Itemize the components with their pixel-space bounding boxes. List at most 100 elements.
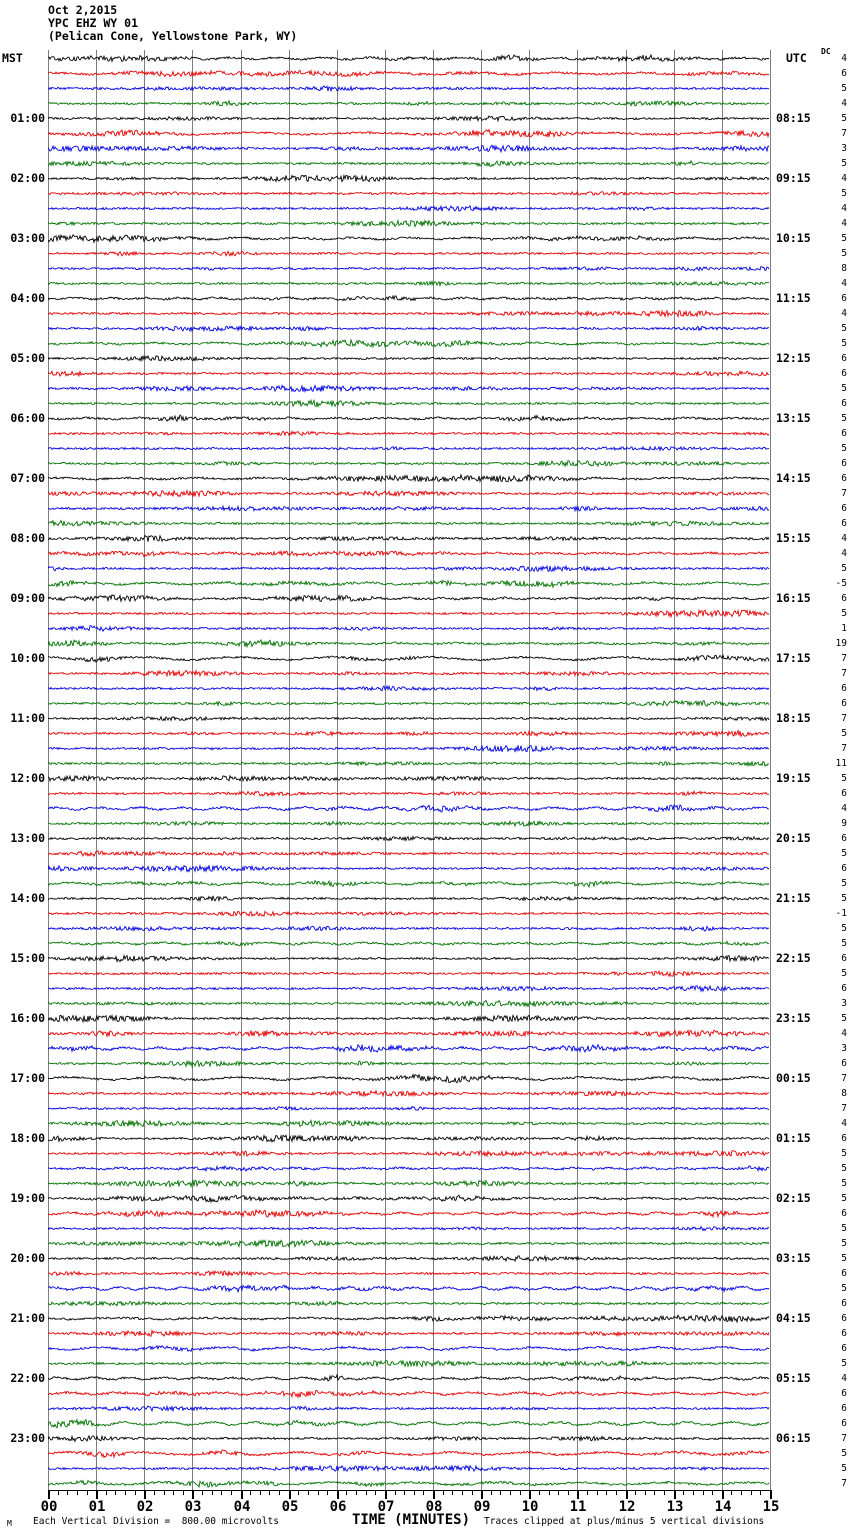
dc-offset-value: 7 xyxy=(841,488,847,499)
seismogram-trace-line xyxy=(48,1089,769,1098)
x-minor-tick xyxy=(731,1490,732,1495)
x-minor-tick xyxy=(549,1490,550,1495)
x-major-tick xyxy=(385,1490,387,1499)
seismogram-trace-line xyxy=(48,1178,770,1189)
dc-offset-value: 5 xyxy=(841,1193,847,1204)
x-minor-tick xyxy=(741,1490,742,1495)
seismogram-trace-line xyxy=(48,1059,769,1069)
seismogram-trace-line xyxy=(48,68,770,78)
dc-offset-value: 4 xyxy=(841,53,847,64)
utc-quarter-label: 20:15 xyxy=(776,831,811,845)
seismogram-trace-line xyxy=(48,804,770,813)
minute-tick-label: 12 xyxy=(618,1499,636,1515)
seismogram-trace-line xyxy=(48,1238,770,1249)
seismogram-trace-line xyxy=(48,744,769,753)
seismogram-trace-line xyxy=(48,99,770,107)
mst-hour-label: 08:00 xyxy=(10,531,45,545)
dc-offset-value: 11 xyxy=(835,758,847,769)
seismogram-trace-line xyxy=(48,924,770,933)
seismogram-trace-line xyxy=(48,1464,770,1473)
minute-tick-label: 02 xyxy=(136,1499,154,1515)
x-minor-tick xyxy=(58,1490,59,1495)
x-minor-tick xyxy=(760,1490,761,1495)
dc-offset-value: 5 xyxy=(841,608,847,619)
seismogram-trace-line xyxy=(48,1328,770,1338)
dc-offset-value: 4 xyxy=(841,308,847,319)
minute-tick-label: 09 xyxy=(473,1499,491,1515)
dc-offset-value: 4 xyxy=(841,173,847,184)
x-minor-tick xyxy=(298,1490,299,1495)
dc-offset-value: 5 xyxy=(841,233,847,244)
minute-gridline xyxy=(529,50,530,1490)
minute-tick-label: 14 xyxy=(714,1499,732,1515)
x-major-tick xyxy=(722,1490,724,1499)
seismogram-trace-line xyxy=(48,879,770,889)
dc-offset-value: 6 xyxy=(841,1313,847,1324)
seismogram-trace-line xyxy=(48,1373,770,1382)
dc-offset-value: 4 xyxy=(841,98,847,109)
x-minor-tick xyxy=(221,1490,222,1495)
dc-offset-value: 5 xyxy=(841,323,847,334)
dc-offset-value: 6 xyxy=(841,368,847,379)
seismogram-trace-line xyxy=(48,218,770,228)
x-major-tick xyxy=(626,1490,628,1499)
seismogram-trace-line xyxy=(48,715,770,722)
x-major-tick xyxy=(770,1490,772,1499)
mst-hour-label: 22:00 xyxy=(10,1371,45,1385)
seismogram-trace-line xyxy=(48,549,770,558)
seismogram-trace-line xyxy=(48,1028,770,1038)
seismogram-trace-line xyxy=(48,173,770,183)
dc-offset-value: 5 xyxy=(841,563,847,574)
utc-quarter-label: 02:15 xyxy=(776,1191,811,1205)
x-minor-tick xyxy=(587,1490,588,1495)
dc-offset-value: 19 xyxy=(835,638,847,649)
minute-gridline xyxy=(192,50,193,1490)
x-minor-tick xyxy=(87,1490,88,1495)
minute-gridline xyxy=(96,50,97,1490)
minute-gridline xyxy=(626,50,627,1490)
mst-hour-label: 16:00 xyxy=(10,1011,45,1025)
utc-quarter-label: 11:15 xyxy=(776,291,811,305)
dc-offset-value: 6 xyxy=(841,863,847,874)
dc-offset-value: 5 xyxy=(841,728,847,739)
x-minor-tick xyxy=(212,1490,213,1495)
x-minor-tick xyxy=(539,1490,540,1495)
seismogram-trace-line xyxy=(48,1165,770,1173)
seismogram-trace-line xyxy=(48,999,770,1008)
x-minor-tick xyxy=(135,1490,136,1495)
seismogram-trace-line xyxy=(48,653,770,663)
seismogram-trace-line xyxy=(48,324,770,333)
x-minor-tick xyxy=(269,1490,270,1495)
minute-gridline xyxy=(481,50,482,1490)
dc-offset-value: 7 xyxy=(841,1478,847,1489)
dc-offset-value: 7 xyxy=(841,713,847,724)
seismogram-trace-line xyxy=(48,760,770,767)
dc-offset-value: 5 xyxy=(841,158,847,169)
x-minor-tick xyxy=(250,1490,251,1495)
x-minor-tick xyxy=(125,1490,126,1495)
seismogram-trace-line xyxy=(48,1105,770,1112)
utc-quarter-label: 19:15 xyxy=(776,771,811,785)
dc-offset-value: 6 xyxy=(841,293,847,304)
dc-offset-value: 6 xyxy=(841,833,847,844)
seismogram-trace-line xyxy=(48,369,770,378)
mst-hour-label: 10:00 xyxy=(10,651,45,665)
dc-offset-value: 4 xyxy=(841,548,847,559)
dc-offset-value: 6 xyxy=(841,953,847,964)
mst-hour-label: 14:00 xyxy=(10,891,45,905)
dc-offset-value: 6 xyxy=(841,593,847,604)
x-minor-tick xyxy=(645,1490,646,1495)
dc-offset-value: 4 xyxy=(841,278,847,289)
seismogram-trace-line xyxy=(48,1208,770,1219)
seismogram-trace-line xyxy=(48,114,769,123)
seismogram-trace-line xyxy=(48,1344,769,1353)
minute-tick-label: 13 xyxy=(666,1499,684,1515)
mst-hour-label: 12:00 xyxy=(10,771,45,785)
minute-tick-label: 04 xyxy=(233,1499,251,1515)
dc-offset-value: 6 xyxy=(841,1418,847,1429)
mst-hour-label: 02:00 xyxy=(10,171,45,185)
seismogram-trace-line xyxy=(48,728,770,738)
utc-quarter-label: 18:15 xyxy=(776,711,811,725)
minute-gridline xyxy=(674,50,675,1490)
dc-offset-value: 6 xyxy=(841,68,847,79)
